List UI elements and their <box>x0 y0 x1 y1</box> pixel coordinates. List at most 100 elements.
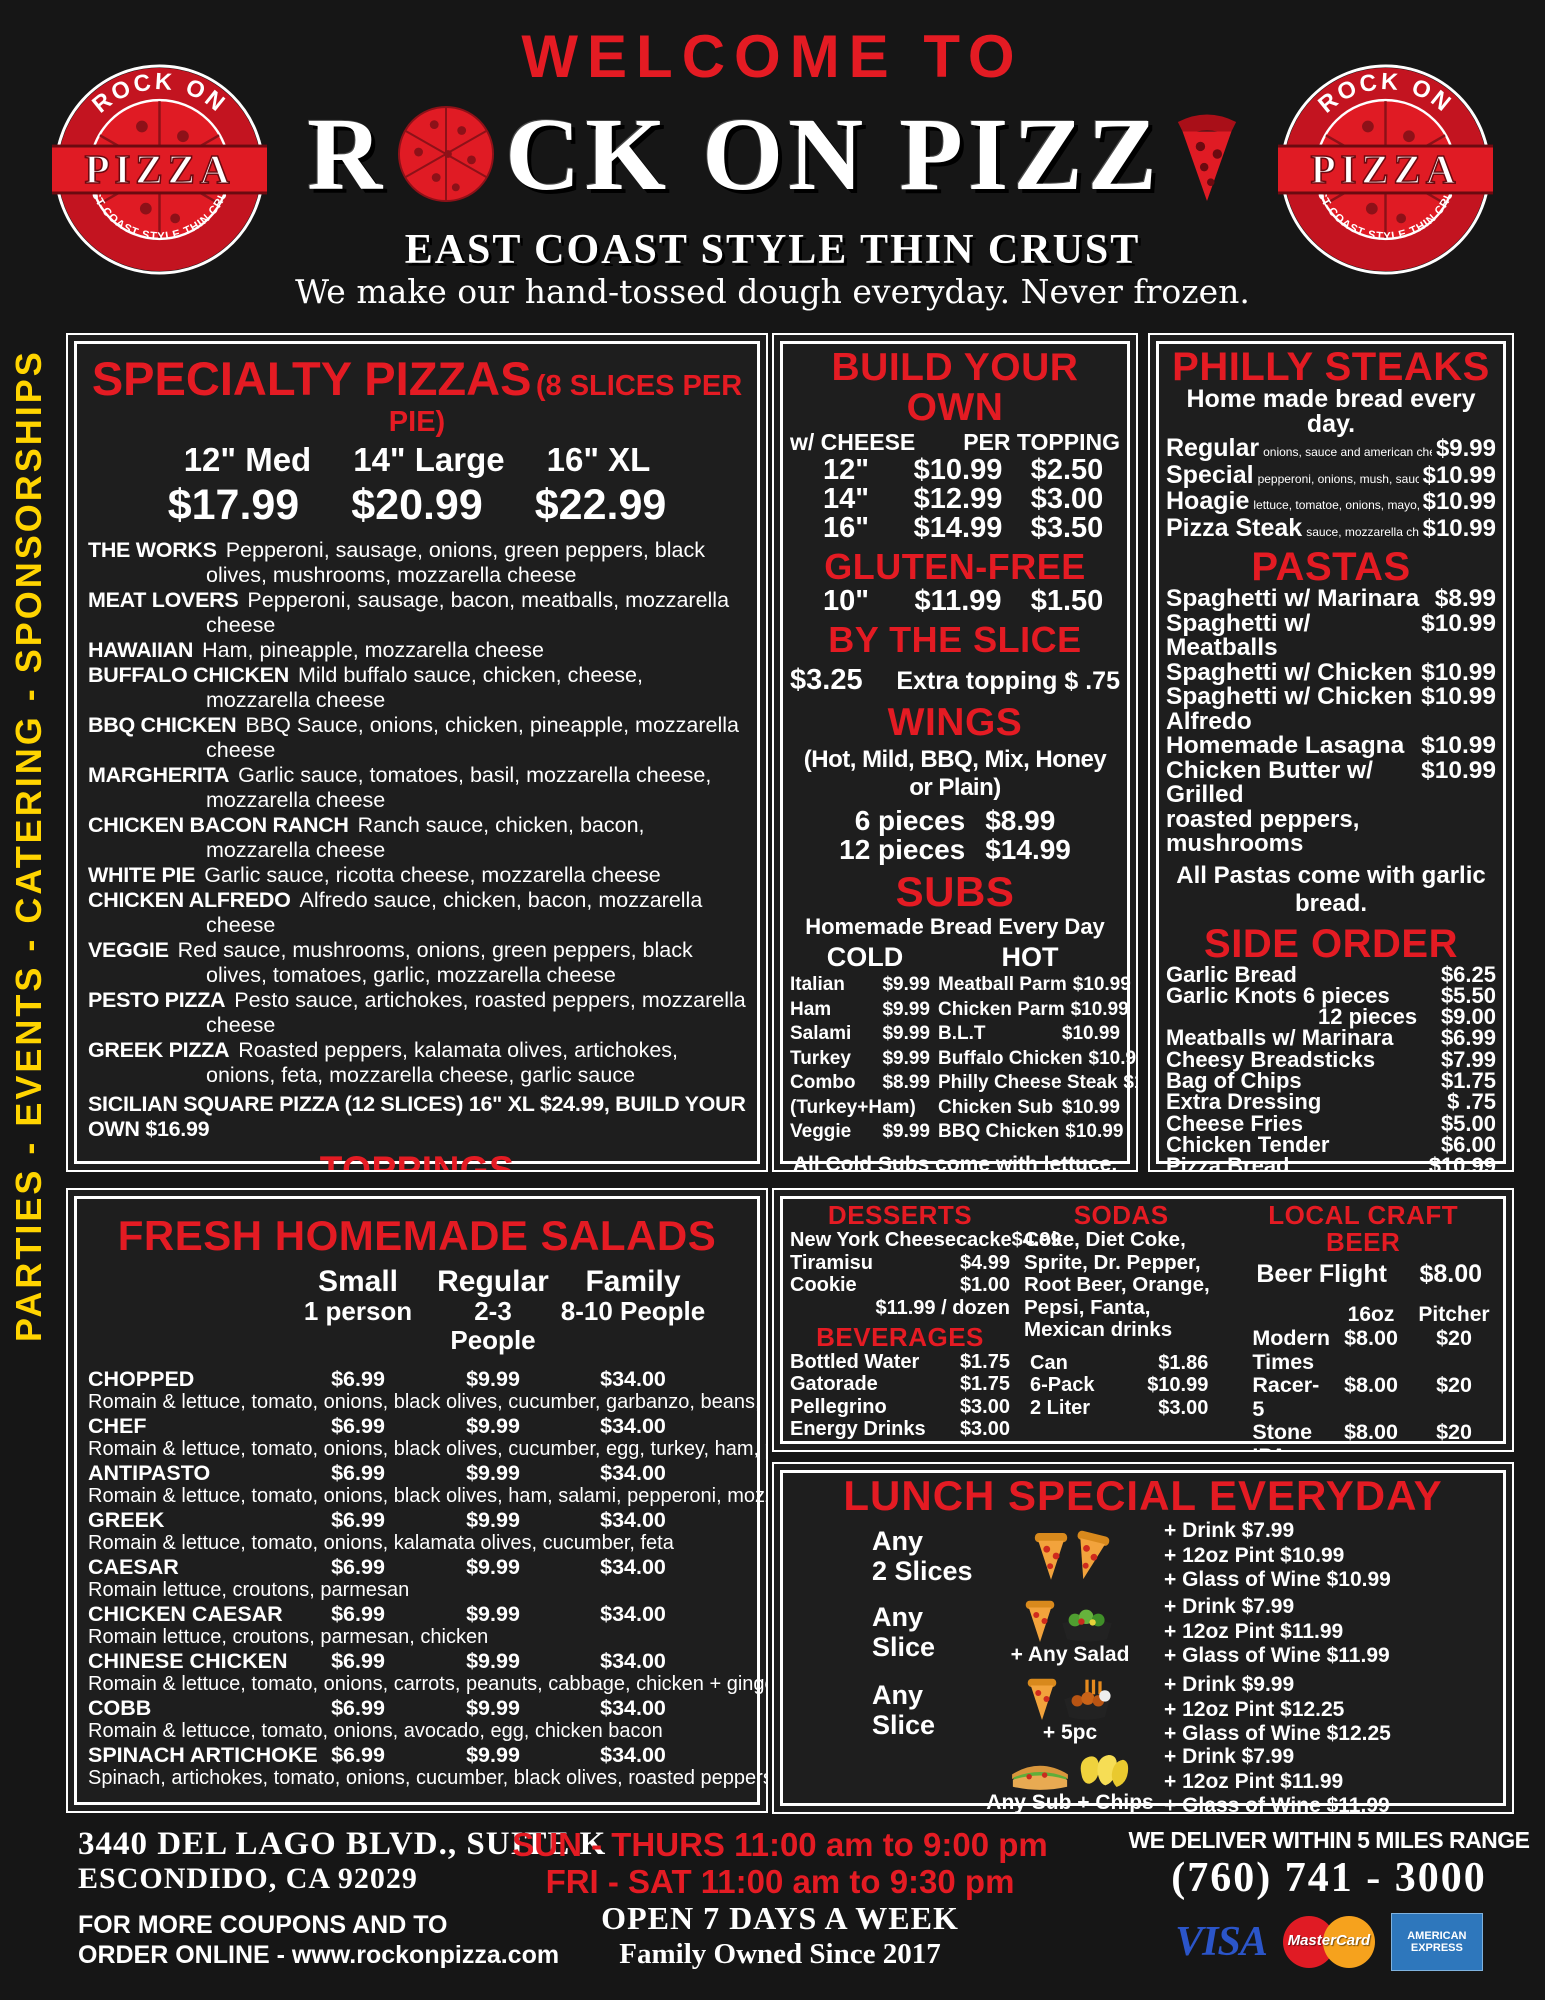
salad-row: ANTIPASTO $6.99 $9.99 $34.00 <box>88 1461 746 1485</box>
salads-section: FRESH HOMEMADE SALADS Small 1 person Reg… <box>66 1188 768 1813</box>
salad-small-price: $6.99 <box>331 1743 385 1767</box>
salad-item-list: CHOPPED $6.99 $9.99 $34.00 Romain & lett… <box>88 1367 766 1790</box>
lunch-prices: + Drink $7.99 + 12oz Pint $10.99 + Glass… <box>1164 1519 1391 1593</box>
lunch-label: Any 2 Slices <box>872 1526 990 1586</box>
salad-desc: Romain lettuce, croutons, parmesan, chic… <box>88 1626 489 1648</box>
soda-size-name: Can <box>1030 1351 1068 1374</box>
salad-desc: Spinach, artichokes, tomato, onions, cuc… <box>88 1767 766 1789</box>
specialty-item-name: PESTO PIZZA <box>88 988 226 1012</box>
brand-rest: CK ON PIZZ <box>505 96 1162 212</box>
footer-address-block: 3440 DEL LAGO BLVD., SUITE K ESCONDIDO, … <box>78 1826 606 1970</box>
salad-name: ANTIPASTO <box>88 1461 211 1485</box>
wings-qty: 12 pieces <box>839 834 966 865</box>
wings-option: 12 pieces $14.99 <box>790 835 1120 864</box>
lunch-icons: + 5pc <box>990 1676 1150 1744</box>
beverage-name: Bottled Water <box>790 1350 920 1373</box>
wings-flavors: (Hot, Mild, BBQ, Mix, Honey or Plain) <box>803 746 1107 801</box>
specialty-item-desc: Ham, pineapple, mozzarella cheese <box>202 638 544 662</box>
dessert-price: $1.00 <box>959 1274 1010 1296</box>
build-topping-price: $2.50 <box>1030 454 1104 486</box>
salad-desc: Romain & lettuce, tomato, onions, kalama… <box>88 1532 674 1554</box>
pasta-price: $10.99 <box>1421 658 1496 686</box>
specialty-item-desc: BBQ Sauce, onions, chicken, pineapple, m… <box>206 713 739 762</box>
side-order-price: $6.99 <box>1440 1025 1496 1051</box>
pizza-slice-icon <box>1077 1530 1110 1580</box>
lunch-prices: + Drink $9.99 + 12oz Pint $12.25 + Glass… <box>1164 1673 1391 1747</box>
beer-row: Racer-5 $8.00 $20 <box>1230 1373 1496 1421</box>
philly-items: Regular onions, sauce and american chees… <box>1166 436 1496 543</box>
wings-price: $14.99 <box>985 834 1071 865</box>
beverages-title: BEVERAGES <box>816 1321 984 1352</box>
lunch-row-slice-salad: Any Slice + Any Salad + Drink $7.99 + 12… <box>790 1593 1496 1671</box>
salad-desc: Romain & lettucce, tomato, onions, avoca… <box>88 1720 663 1742</box>
beer-pitcher-price: $20 <box>1436 1420 1472 1444</box>
dessert-name: New York Cheesecacke <box>790 1229 1012 1251</box>
beer-column-headers: 16oz Pitcher <box>1230 1303 1496 1327</box>
subs-column-headers: COLD HOT <box>790 942 1120 973</box>
pasta-item: Chicken Butter w/ Grilled $10.99 <box>1166 758 1496 808</box>
build-title: BUILD YOUR OWN <box>831 346 1079 429</box>
specialty-item-desc: Garlic sauce, tomatoes, basil, mozzarell… <box>206 763 712 812</box>
build-row: 12" $10.99 $2.50 <box>790 456 1120 485</box>
hot-sub-name: BBQ Chicken <box>938 1121 1060 1142</box>
lunch-special-section: LUNCH SPECIAL EVERYDAY Any 2 Slices + Dr… <box>772 1462 1514 1814</box>
specialty-item-desc: Alfredo sauce, chicken, bacon, mozzarell… <box>206 888 703 937</box>
lunch-drink-price: + Drink $7.99 <box>1164 1519 1295 1543</box>
side-order-item: Garlic Knots 6 pieces $5.50 <box>1166 982 1496 1008</box>
beverage-name: Gatorade <box>790 1373 878 1395</box>
build-price: $14.99 <box>913 512 1003 544</box>
specialty-item-name: CHICKEN ALFREDO <box>88 888 291 912</box>
cold-sub-price: $9.99 <box>882 1121 930 1142</box>
lunch-icons <box>990 1530 1150 1582</box>
lunch-wine-price: + Glass of Wine $11.99 <box>1164 1644 1390 1668</box>
dessert-name: Cookie <box>790 1274 857 1296</box>
welcome-heading: WELCOME TO <box>521 23 1024 90</box>
beverage-name: Energy Drinks <box>790 1418 926 1440</box>
build-rows: 12" $10.99 $2.50 14" $12.99 $3.00 16" $1… <box>790 456 1120 543</box>
pasta-item: Homemade Lasagna $10.99 <box>1166 733 1496 759</box>
beer-flight-price: $8.00 <box>1419 1260 1482 1288</box>
lunch-drink-price: + Drink $7.99 <box>1164 1745 1295 1769</box>
side-order-price: $5.00 <box>1440 1110 1496 1136</box>
hot-sub-price: $10.99 <box>1088 1047 1137 1069</box>
salad-desc: Romain lettuce, croutons, parmesan <box>88 1579 410 1601</box>
build-size: 16" <box>822 512 869 544</box>
pasta-note: All Pastas come with garlic bread. <box>1176 861 1486 917</box>
side-order-name: Cheese Fries <box>1166 1110 1303 1136</box>
side-order-name: Bag of Chips <box>1166 1067 1302 1093</box>
cold-sub-price: $9.99 <box>882 1047 930 1069</box>
coupons-line1: FOR MORE COUPONS AND TO <box>78 1911 448 1939</box>
side-order-price: $10.99 <box>1428 1153 1496 1172</box>
hours-sun-thurs: SUN - THURS 11:00 am to 9:00 pm <box>512 1826 1048 1863</box>
dessert-name: Tiramisu <box>790 1251 873 1274</box>
beer-header-spacer <box>1230 1303 1330 1327</box>
salad-desc: Romain & lettuce, tomato, onions, black … <box>88 1391 766 1413</box>
side-order-name: 12 pieces <box>1318 1004 1418 1030</box>
cookie-dozen-price: $11.99 / dozen <box>875 1296 1010 1319</box>
pasta-price: $10.99 <box>1421 683 1496 710</box>
address-line1: 3440 DEL LAGO BLVD., SUITE K <box>78 1826 607 1862</box>
salad-family-price: $34.00 <box>600 1555 666 1579</box>
salad-family-price: $34.00 <box>600 1508 666 1532</box>
gluten-free-title: GLUTEN-FREE <box>824 546 1086 587</box>
side-order-price: $5.50 <box>1440 982 1496 1008</box>
pizza-pie-icon <box>398 105 495 203</box>
cold-sub-name: Italian <box>790 974 845 995</box>
philly-steaks-section: PHILLY STEAKS Home made bread every day.… <box>1148 333 1514 1172</box>
lunch-label-line2: Slice <box>872 1632 936 1662</box>
philly-item-name: Special <box>1166 460 1254 489</box>
salad-row: CHICKEN CAESAR $6.99 $9.99 $34.00 <box>88 1602 746 1626</box>
beer-row: Stone IPA $8.00 $20 <box>1230 1420 1496 1450</box>
pasta-extra-line: roasted peppers, mushrooms <box>1166 805 1360 857</box>
sub-sandwich-icon <box>1012 1765 1068 1790</box>
specialty-item-name: THE WORKS <box>88 538 217 562</box>
order-online-link[interactable]: ORDER ONLINE - www.rockonpizza.com <box>78 1941 560 1969</box>
hot-sub-price: $10.99 <box>1061 1023 1120 1044</box>
side-order-name: Extra Dressing <box>1166 1089 1322 1115</box>
salad-family-price: $34.00 <box>600 1696 666 1720</box>
subs-row: Veggie $9.99 BBQ Chicken $10.99 <box>790 1120 1123 1145</box>
salad-regular-price: $9.99 <box>466 1508 520 1532</box>
philly-item-desc: onions, sauce and american cheese <box>1263 445 1432 459</box>
lunch-prices: + Drink $7.99 + 12oz Pint $11.99 + Glass… <box>1164 1745 1390 1812</box>
hot-sub-name: Meatball Parm <box>938 974 1067 995</box>
